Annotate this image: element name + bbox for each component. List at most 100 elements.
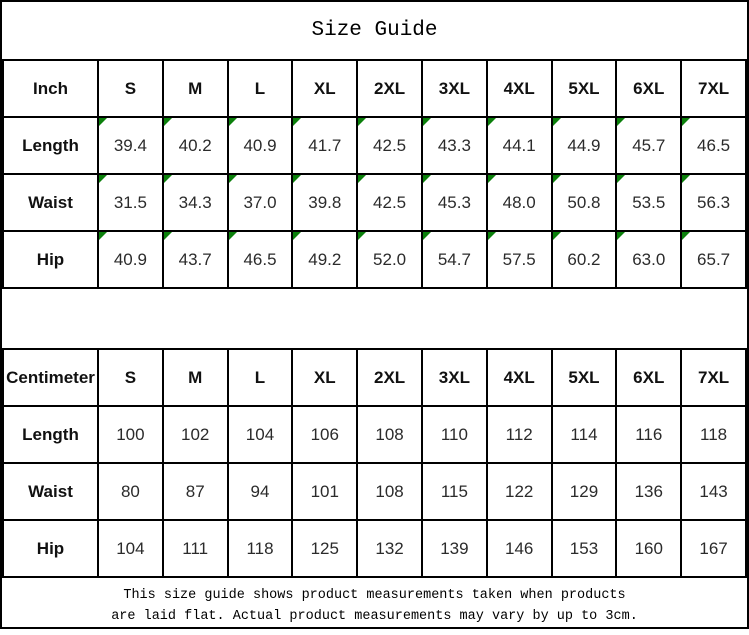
size-header-text: 7XL <box>697 367 730 387</box>
row-label-text: Length <box>22 424 79 444</box>
green-corner-flag-icon <box>553 233 561 240</box>
value-cell-text: 44.9 <box>567 135 601 155</box>
value-cell-text: 40.9 <box>243 135 277 155</box>
value-cell: 40.9 <box>226 116 294 175</box>
value-cell-text: 43.7 <box>178 249 212 269</box>
table-row: Hip 104 111 118 125 132 139 146 153 160 167 <box>2 519 747 578</box>
value-cell-text: 108 <box>375 424 404 444</box>
size-header-text: 4XL <box>503 78 535 98</box>
value-cell: 53.5 <box>615 173 683 232</box>
value-cell: 136 <box>615 462 683 521</box>
size-header-text: L <box>254 78 266 98</box>
footer-note: This size guide shows product measuremen… <box>3 576 746 635</box>
value-cell-text: 110 <box>440 424 468 444</box>
size-header-text: M <box>188 78 203 98</box>
size-header: 5XL <box>550 348 618 407</box>
size-header: 4XL <box>485 59 553 118</box>
value-cell: 87 <box>161 462 229 521</box>
value-cell-text: 65.7 <box>697 249 731 269</box>
size-header-text: 6XL <box>633 367 665 387</box>
value-cell-text: 56.3 <box>697 192 731 212</box>
row-label: Length <box>2 116 99 175</box>
green-corner-flag-icon <box>683 233 691 240</box>
value-cell-text: 104 <box>245 424 275 444</box>
value-cell: 111 <box>161 519 229 578</box>
value-cell-text: 94 <box>250 481 270 501</box>
value-cell-text: 50.8 <box>567 192 601 212</box>
green-corner-flag-icon <box>618 233 626 240</box>
row-label: Length <box>2 405 99 464</box>
centimeter-table-section: Centimeter S M L XL 2XL 3XL 4XL 5XL 6XL 7XL Length 1… <box>2 348 747 578</box>
value-cell-text: 106 <box>310 424 339 444</box>
value-cell: 100 <box>97 405 164 464</box>
footer-line-1: This size guide shows product measuremen… <box>123 587 626 603</box>
page-title: Size Guide <box>3 2 746 61</box>
green-corner-flag-icon <box>423 176 431 183</box>
value-cell: 108 <box>356 405 423 464</box>
value-cell-text: 37.0 <box>243 192 277 212</box>
value-cell-text: 104 <box>116 538 145 558</box>
value-cell: 34.3 <box>161 173 229 232</box>
size-header: 3XL <box>420 348 488 407</box>
title-row: Size Guide <box>3 2 746 61</box>
green-corner-flag-icon <box>229 176 237 183</box>
green-corner-flag-icon <box>488 119 496 126</box>
footer-row: This size guide shows product measuremen… <box>3 576 746 635</box>
size-header: 7XL <box>680 59 747 118</box>
size-header-text: 4XL <box>503 367 535 387</box>
value-cell: 108 <box>356 462 423 521</box>
size-header: 7XL <box>680 348 747 407</box>
value-cell-text: 108 <box>375 481 404 501</box>
value-cell: 114 <box>550 405 618 464</box>
value-cell: 106 <box>291 405 359 464</box>
value-cell-text: 153 <box>569 538 599 558</box>
green-corner-flag-icon <box>359 233 367 240</box>
unit-label: Inch <box>2 59 99 118</box>
value-cell: 65.7 <box>680 230 747 289</box>
size-header: L <box>226 348 294 407</box>
value-cell: 115 <box>420 462 488 521</box>
value-cell-text: 48.0 <box>502 192 536 212</box>
size-header-row: Centimeter S M L XL 2XL 3XL 4XL 5XL 6XL 7XL <box>2 348 747 407</box>
value-cell-text: 116 <box>635 424 663 444</box>
size-header: 6XL <box>615 348 683 407</box>
value-cell: 122 <box>485 462 553 521</box>
value-cell: 56.3 <box>680 173 747 232</box>
green-corner-flag-icon <box>553 176 561 183</box>
value-cell-text: 139 <box>440 538 469 558</box>
value-cell-text: 53.5 <box>632 192 666 212</box>
value-cell: 54.7 <box>420 230 488 289</box>
row-label: Waist <box>2 173 99 232</box>
value-cell-text: 146 <box>504 538 534 558</box>
value-cell-text: 118 <box>700 424 728 444</box>
value-cell-text: 42.5 <box>373 135 407 155</box>
value-cell: 153 <box>550 519 618 578</box>
value-cell-text: 122 <box>504 481 534 501</box>
table-row: Hip 40.9 43.7 46.5 49.2 52.0 54.7 57.5 60.2 63.0 6… <box>2 230 747 289</box>
value-cell-text: 132 <box>375 538 404 558</box>
size-header: 2XL <box>356 59 423 118</box>
value-cell: 49.2 <box>291 230 359 289</box>
value-cell-text: 41.7 <box>308 135 342 155</box>
unit-label: Centimeter <box>2 348 99 407</box>
value-cell: 167 <box>680 519 747 578</box>
unit-label-text: Inch <box>33 78 68 98</box>
value-cell: 63.0 <box>615 230 683 289</box>
value-cell-text: 44.1 <box>502 135 536 155</box>
value-cell: 94 <box>226 462 294 521</box>
row-label: Hip <box>2 519 99 578</box>
value-cell-text: 102 <box>181 424 210 444</box>
spacer-cell <box>3 287 746 350</box>
green-corner-flag-icon <box>164 233 172 240</box>
size-header-text: 3XL <box>438 367 470 387</box>
value-cell: 40.9 <box>97 230 164 289</box>
unit-label-text: Centimeter <box>6 367 95 387</box>
value-cell: 39.4 <box>97 116 164 175</box>
size-header: S <box>97 348 164 407</box>
value-cell-text: 45.3 <box>437 192 471 212</box>
value-cell: 46.5 <box>226 230 294 289</box>
value-cell: 41.7 <box>291 116 359 175</box>
value-cell-text: 40.2 <box>178 135 212 155</box>
value-cell: 139 <box>420 519 488 578</box>
value-cell-text: 49.2 <box>308 249 342 269</box>
